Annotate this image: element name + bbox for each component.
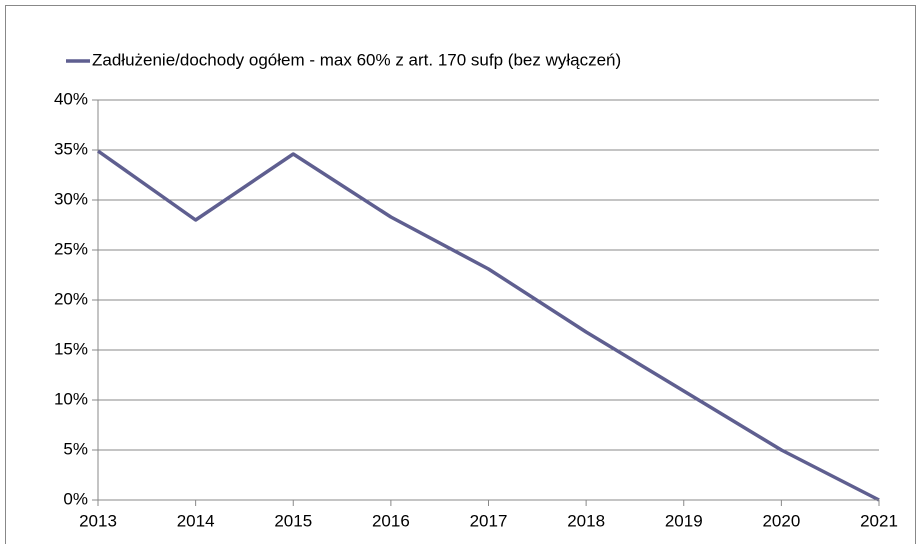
x-tick-label: 2018 [567,511,605,530]
x-tick-label: 2021 [860,511,898,530]
y-tick-label: 25% [54,239,88,258]
y-tick-label: 0% [63,489,88,508]
x-tick-label: 2013 [79,511,117,530]
series-line [96,149,880,502]
y-tick-label: 20% [54,289,88,308]
x-tick-label: 2014 [177,511,215,530]
x-tick-label: 2020 [762,511,800,530]
x-tick-label: 2016 [372,511,410,530]
legend-label: Zadłużenie/dochody ogółem - max 60% z ar… [92,50,621,69]
y-tick-label: 40% [54,89,88,108]
y-tick-label: 10% [54,389,88,408]
y-tick-label: 30% [54,189,88,208]
x-tick-label: 2019 [665,511,703,530]
y-tick-label: 5% [63,439,88,458]
x-tick-label: 2015 [274,511,312,530]
y-tick-label: 35% [54,139,88,158]
x-tick-label: 2017 [470,511,508,530]
chart-frame [5,5,916,544]
y-tick-label: 15% [54,339,88,358]
